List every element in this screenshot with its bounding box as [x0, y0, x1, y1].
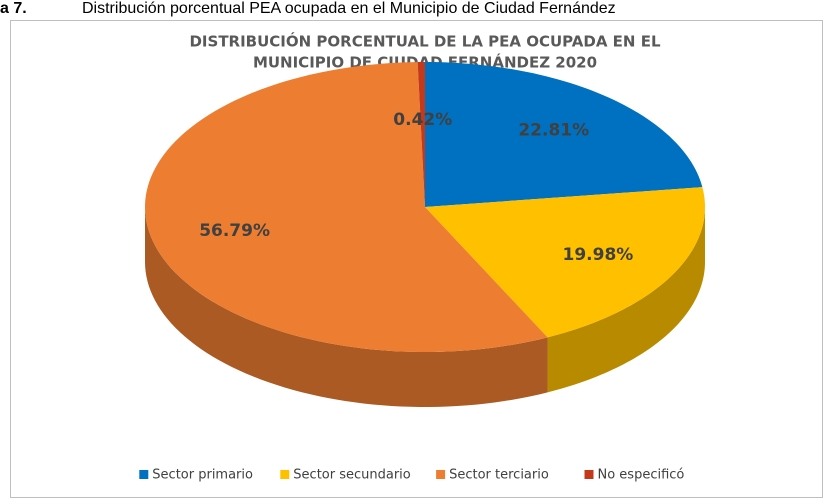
- legend-label: Sector secundario: [293, 468, 410, 483]
- slice: [417, 62, 425, 207]
- slice: [425, 187, 705, 338]
- data-label: 56.79%: [199, 221, 270, 241]
- data-label: 0.42%: [393, 110, 452, 130]
- slice: [425, 62, 703, 207]
- legend-swatch: [584, 470, 594, 479]
- slice-side: [547, 207, 705, 393]
- caption-number: a 7.: [0, 0, 27, 17]
- slice-side: [145, 207, 548, 407]
- slice: [145, 62, 548, 352]
- legend-label: Sector terciario: [449, 468, 549, 483]
- legend-label: No especificó: [598, 468, 685, 483]
- data-label: 22.81%: [518, 120, 589, 140]
- legend-swatch: [436, 470, 446, 479]
- chart-title: DISTRIBUCIÓN PORCENTUAL DE LA PEA OCUPAD…: [189, 32, 660, 51]
- data-label: 19.98%: [563, 245, 634, 265]
- legend-swatch: [139, 470, 149, 479]
- caption-text: Distribución porcentual PEA ocupada en e…: [82, 0, 616, 17]
- legend-label: Sector primario: [152, 468, 253, 483]
- legend-swatch: [280, 470, 290, 479]
